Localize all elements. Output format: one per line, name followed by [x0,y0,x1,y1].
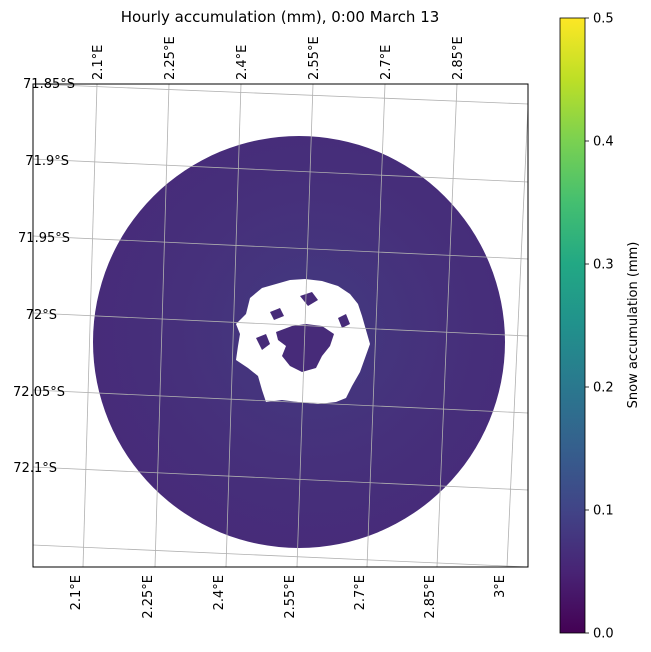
map-frame [32,83,529,568]
top-lon-label: 2.25°E [163,36,178,80]
top-lon-label: 2.1°E [91,45,106,80]
top-lon-label: 2.55°E [307,36,322,80]
colorbar-tick-label: 0.1 [593,504,614,519]
colorbar-tick-label: 0.3 [593,258,614,273]
top-lon-label: 2.4°E [235,45,250,80]
bottom-lon-label: 2.85°E [423,575,438,619]
map-panel [33,84,528,567]
bottom-lon-label: 2.7°E [353,575,368,610]
colorbar-tick-label: 0.4 [593,135,614,150]
colorbar: 0.0 0.1 0.2 0.3 0.4 0.5 Snow accumulation (mm… [559,12,641,642]
colorbar-tick-label: 0.2 [593,381,614,396]
colorbar-tick-label: 0.0 [593,627,614,642]
colorbar-ticks: 0.0 0.1 0.2 0.3 0.4 0.5 [585,12,614,642]
lat-label: 71.95°S [18,231,70,246]
lat-label: 71.9°S [25,154,69,169]
bottom-lon-label: 3°E [493,575,508,598]
chart-title: Hourly accumulation (mm), 0:00 March 13 [121,8,440,26]
top-lon-label: 2.85°E [451,36,466,80]
bottom-lon-label: 2.25°E [141,575,156,619]
bottom-lon-label: 2.4°E [212,575,227,610]
bottom-lon-label: 2.1°E [69,575,84,610]
colorbar-tick-label: 0.5 [593,12,614,27]
bottom-lon-label: 2.55°E [283,575,298,619]
lat-label: 71.85°S [23,77,75,92]
lat-labels: 71.85°S 71.9°S 71.95°S 72°S 72.05°S 72.1… [13,77,75,476]
lat-label: 72°S [26,308,57,323]
gridlines [33,84,528,567]
colorbar-label: Snow accumulation (mm) [626,242,641,409]
top-lon-labels: 2.1°E 2.25°E 2.4°E 2.55°E 2.7°E 2.85°E [91,36,466,80]
top-lon-label: 2.7°E [379,45,394,80]
bottom-lon-labels: 2.1°E 2.25°E 2.4°E 2.55°E 2.7°E 2.85°E 3… [69,575,508,619]
colorbar-gradient [559,17,586,634]
lat-label: 72.1°S [13,461,57,476]
lat-label: 72.05°S [13,385,65,400]
